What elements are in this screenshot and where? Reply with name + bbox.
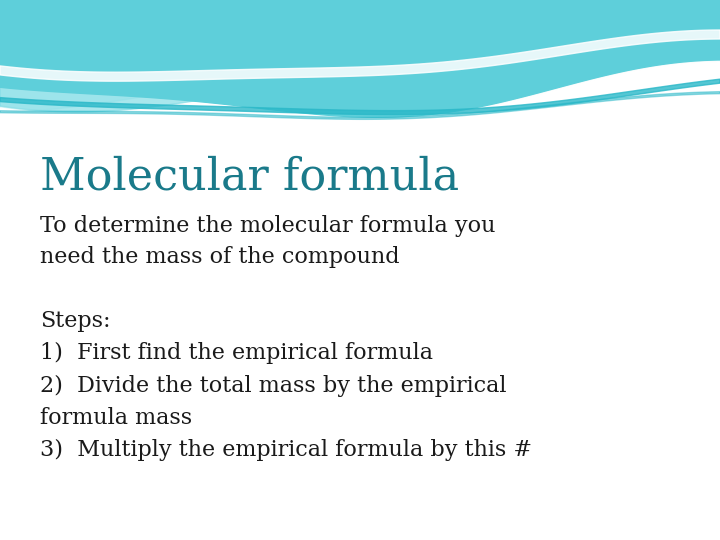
Text: Steps:
1)  First find the empirical formula
2)  Divide the total mass by the emp: Steps: 1) First find the empirical formu… [40, 310, 532, 461]
Text: Molecular formula: Molecular formula [40, 155, 459, 198]
Text: To determine the molecular formula you
need the mass of the compound: To determine the molecular formula you n… [40, 215, 495, 268]
